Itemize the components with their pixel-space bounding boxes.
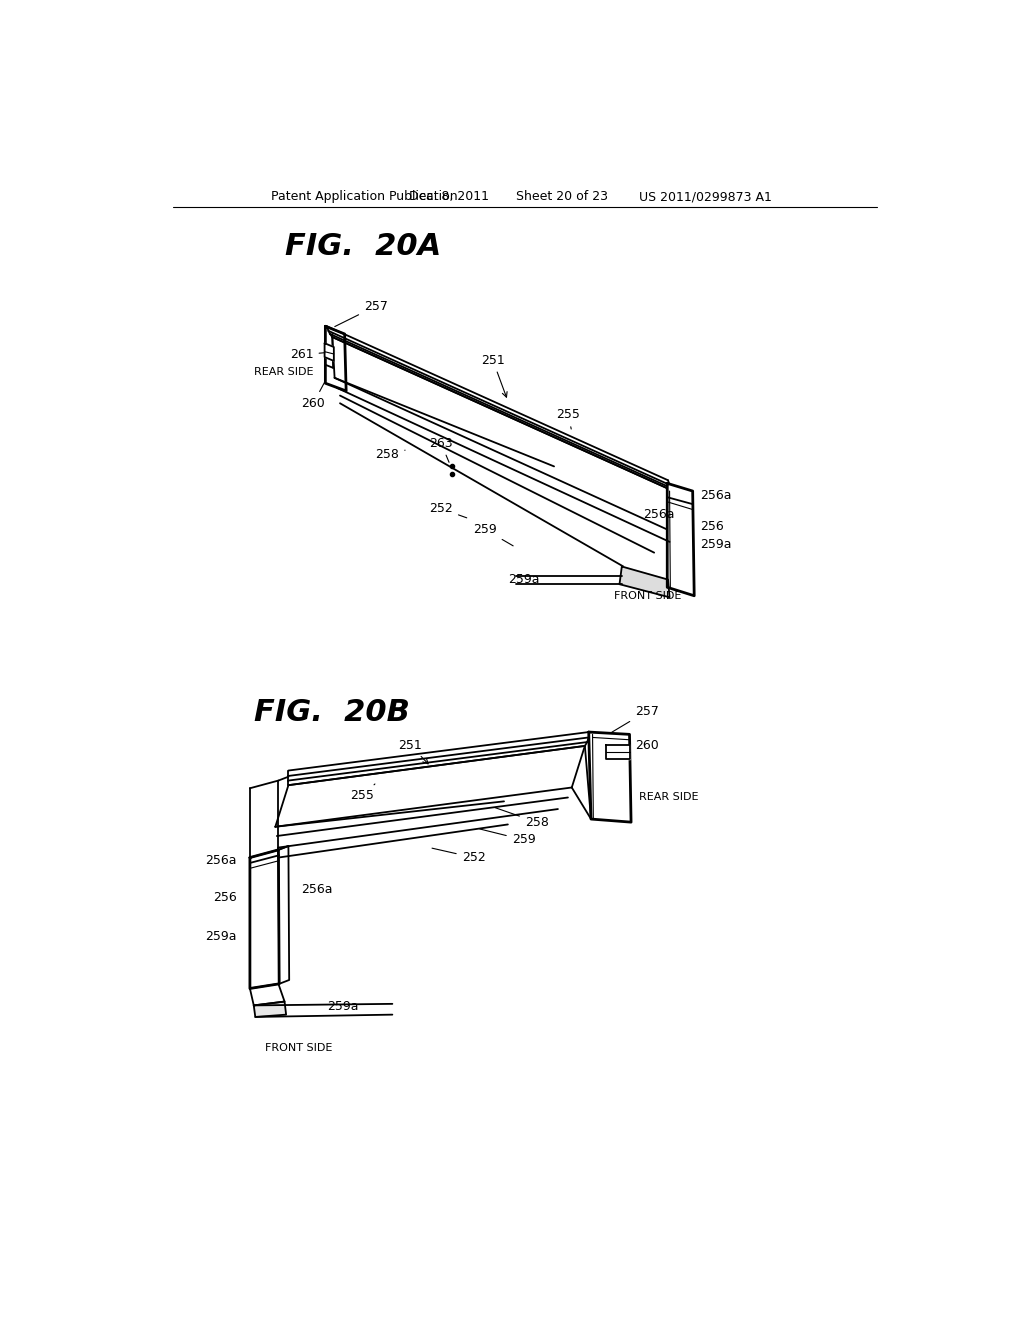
Text: 259: 259	[473, 523, 513, 546]
Text: 260: 260	[301, 380, 326, 409]
Text: FIG.  20A: FIG. 20A	[285, 232, 440, 261]
Text: 256: 256	[213, 891, 237, 904]
Text: US 2011/0299873 A1: US 2011/0299873 A1	[639, 190, 772, 203]
Text: FIG.  20B: FIG. 20B	[254, 698, 410, 727]
Text: 259a: 259a	[508, 573, 540, 586]
Text: 258: 258	[495, 808, 549, 829]
Polygon shape	[668, 483, 694, 595]
Polygon shape	[250, 850, 280, 989]
Text: 251: 251	[481, 354, 507, 397]
Polygon shape	[325, 343, 334, 360]
Text: 258: 258	[376, 449, 406, 462]
Text: 257: 257	[335, 300, 388, 326]
Polygon shape	[254, 1002, 286, 1016]
Text: 255: 255	[350, 784, 375, 803]
Text: 261: 261	[290, 348, 325, 362]
Text: Patent Application Publication: Patent Application Publication	[270, 190, 458, 203]
Text: 257: 257	[612, 705, 658, 733]
Text: 256a: 256a	[643, 508, 675, 520]
Text: 256a: 256a	[206, 854, 237, 867]
Text: 256: 256	[700, 520, 724, 533]
Text: 259: 259	[480, 829, 536, 846]
Text: 259a: 259a	[327, 1001, 358, 1014]
Text: 255: 255	[556, 408, 581, 429]
Polygon shape	[606, 744, 630, 759]
Text: 256a: 256a	[301, 883, 333, 896]
Text: 259a: 259a	[700, 539, 732, 552]
Polygon shape	[589, 733, 631, 822]
Text: 260: 260	[630, 739, 658, 752]
Text: REAR SIDE: REAR SIDE	[254, 367, 313, 378]
Text: 252: 252	[432, 849, 485, 865]
Polygon shape	[279, 846, 289, 983]
Text: REAR SIDE: REAR SIDE	[639, 792, 698, 803]
Text: Dec. 8, 2011: Dec. 8, 2011	[410, 190, 489, 203]
Polygon shape	[620, 566, 670, 598]
Text: 263: 263	[429, 437, 453, 462]
Polygon shape	[250, 983, 285, 1006]
Text: FRONT SIDE: FRONT SIDE	[265, 1043, 333, 1053]
Text: 256a: 256a	[700, 490, 732, 502]
Polygon shape	[326, 326, 346, 391]
Text: 251: 251	[398, 739, 428, 764]
Text: 252: 252	[429, 502, 467, 517]
Text: Sheet 20 of 23: Sheet 20 of 23	[515, 190, 607, 203]
Text: FRONT SIDE: FRONT SIDE	[614, 591, 682, 601]
Text: 259a: 259a	[206, 929, 237, 942]
